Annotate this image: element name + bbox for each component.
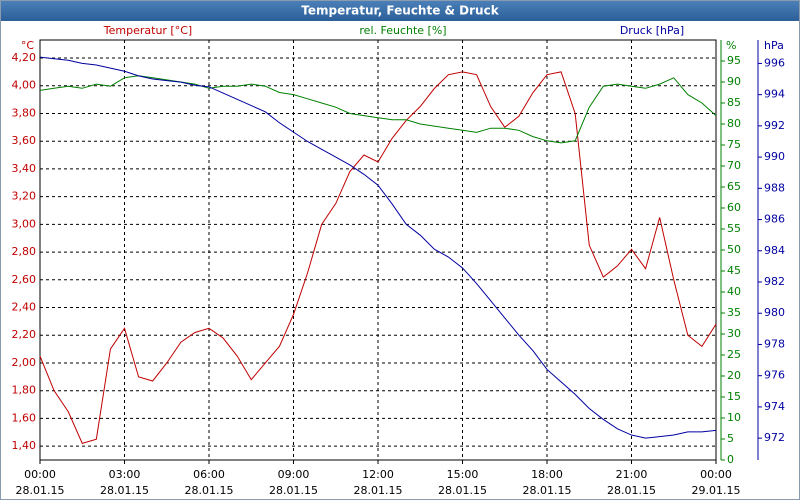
y3-tick-label: 980 [764,306,785,319]
y2-tick-label: 50 [727,243,741,256]
y-tick-label: 3,60 [12,134,37,147]
y3-tick-label: 974 [764,400,785,413]
y2-tick-label: 80 [727,117,741,130]
y2-tick-label: 30 [727,327,741,340]
x-tick-label: 00:00 [700,468,732,481]
y-tick-label: 2,20 [12,328,37,341]
y2-tick-label: 45 [727,264,741,277]
y2-tick-label: 55 [727,222,741,235]
y-tick-label: 3,00 [12,217,37,230]
x-tick-date: 28.01.15 [354,484,403,497]
legend-entry: rel. Feuchte [%] [359,24,446,37]
y2-tick-label: 95 [727,54,741,67]
y3-tick-label: 992 [764,119,785,132]
x-tick-date: 28.01.15 [607,484,656,497]
y2-tick-label: 10 [727,411,741,424]
y-tick-label: 1,40 [12,439,37,452]
legend-entry: Druck [hPa] [620,24,684,37]
x-tick-date: 28.01.15 [16,484,65,497]
y-tick-label: 4,00 [12,79,37,92]
y2-tick-label: 70 [727,159,741,172]
y-tick-label: 1,60 [12,411,37,424]
x-tick-label: 18:00 [531,468,563,481]
y-tick-label: 2,60 [12,273,37,286]
y3-tick-label: 984 [764,244,785,257]
y3-tick-label: 982 [764,275,785,288]
y3-axis-unit: hPa [764,39,784,52]
plot-area: 1,40 1,60 1,80 2,00 2,20 2,40 2,60 2,80 3,00 3,20… [12,24,786,497]
y-tick-label: 3,20 [12,190,37,203]
y2-tick-label: 35 [727,306,741,319]
data-line [39,56,717,439]
y-tick-label: 4,20 [12,51,37,64]
y2-tick-label: 0 [727,453,734,466]
legend-entry: Temperatur [°C] [103,24,192,37]
y3-tick-label: 988 [764,181,785,194]
x-tick-label: 03:00 [109,468,141,481]
y-tick-label: 3,80 [12,106,37,119]
title-bar [1,1,799,21]
x-tick-label: 00:00 [24,468,56,481]
x-tick-date: 28.01.15 [269,484,318,497]
y2-tick-label: 90 [727,75,741,88]
y2-tick-label: 75 [727,138,741,151]
x-tick-date: 28.01.15 [438,484,487,497]
y2-tick-label: 5 [727,432,734,445]
x-tick-date: 29.01.15 [692,484,741,497]
y3-tick-label: 978 [764,337,785,350]
data-line [39,75,717,144]
x-tick-date: 28.01.15 [185,484,234,497]
y3-tick-label: 996 [764,56,785,69]
y-tick-label: 2,00 [12,356,37,369]
y3-tick-label: 986 [764,213,785,226]
y-tick-label: 2,40 [12,301,37,314]
x-tick-label: 09:00 [278,468,310,481]
x-tick-label: 12:00 [362,468,394,481]
y2-tick-label: 20 [727,369,741,382]
y2-tick-label: 25 [727,348,741,361]
chart-title: Temperatur, Feuchte & Druck [301,4,499,18]
y3-tick-label: 976 [764,369,785,382]
y-axis-unit: °C [21,39,35,52]
y3-tick-label: 994 [764,88,785,101]
y2-tick-label: 60 [727,201,741,214]
y3-tick-label: 990 [764,150,785,163]
y-tick-label: 1,80 [12,384,37,397]
y-tick-label: 3,40 [12,162,37,175]
x-tick-label: 06:00 [193,468,225,481]
y-tick-label: 2,80 [12,245,37,258]
x-tick-label: 21:00 [616,468,648,481]
data-line [39,71,717,444]
x-tick-date: 28.01.15 [523,484,572,497]
y2-tick-label: 65 [727,180,741,193]
y2-tick-label: 15 [727,390,741,403]
y2-axis-unit: % [726,39,736,52]
y2-tick-label: 40 [727,285,741,298]
x-tick-label: 15:00 [447,468,479,481]
y2-tick-label: 85 [727,96,741,109]
y3-tick-label: 972 [764,431,785,444]
x-tick-date: 28.01.15 [100,484,149,497]
